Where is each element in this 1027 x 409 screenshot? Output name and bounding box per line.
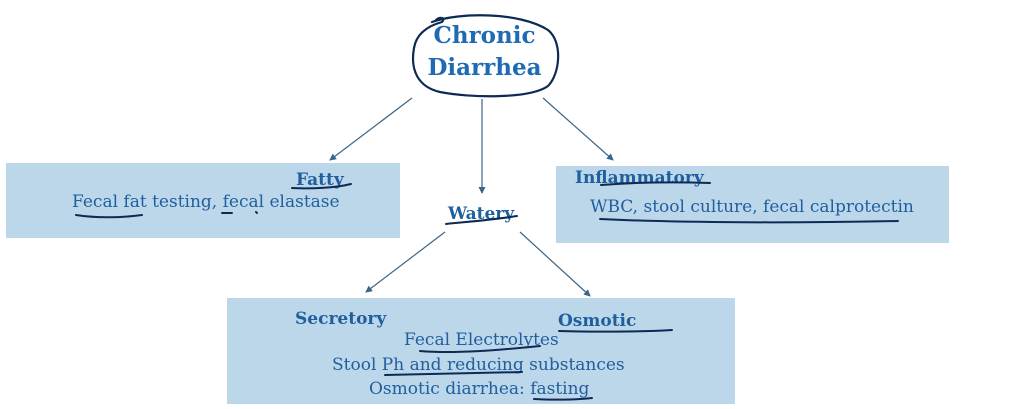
underline-fatty bbox=[291, 183, 352, 190]
underline-osmotic bbox=[558, 329, 673, 333]
underline-stool-ph bbox=[384, 371, 523, 376]
root-title-line1: Chronic bbox=[433, 22, 536, 49]
underline-watery bbox=[445, 215, 518, 225]
underline-inflammatory bbox=[600, 181, 711, 186]
osmotic-heading: Osmotic bbox=[558, 311, 637, 331]
fatty-box bbox=[6, 163, 400, 238]
underline-fecal-fat bbox=[75, 214, 143, 219]
underline-inflammatory-tests bbox=[599, 218, 899, 224]
secretory-heading: Secretory bbox=[295, 309, 387, 329]
root-node-title: Chronic Diarrhea bbox=[412, 20, 557, 84]
underline-fasting bbox=[533, 397, 593, 401]
fatty-tests: Fecal fat testing, fecal elastase bbox=[72, 192, 340, 212]
arrow-to-osmotic bbox=[519, 231, 591, 297]
root-title-line2: Diarrhea bbox=[427, 54, 542, 81]
root-circle bbox=[411, 14, 560, 98]
inflammatory-tests: WBC, stool culture, fecal calprotectin bbox=[590, 197, 914, 217]
fecal-electrolytes-text: Fecal Electrolytes bbox=[404, 330, 559, 350]
fasting-text: Osmotic diarrhea: fasting bbox=[369, 379, 590, 399]
stool-ph-text: Stool Ph and reducing substances bbox=[332, 355, 625, 375]
arrow-to-fatty bbox=[329, 97, 413, 161]
arrow-to-inflammatory bbox=[542, 97, 614, 161]
inflammatory-box bbox=[556, 166, 949, 243]
fatty-heading: Fatty bbox=[296, 170, 344, 190]
arrow-to-secretory bbox=[365, 231, 446, 293]
underline-fecal-elastase-dot bbox=[255, 211, 258, 214]
underline-electrolytes bbox=[419, 345, 541, 354]
